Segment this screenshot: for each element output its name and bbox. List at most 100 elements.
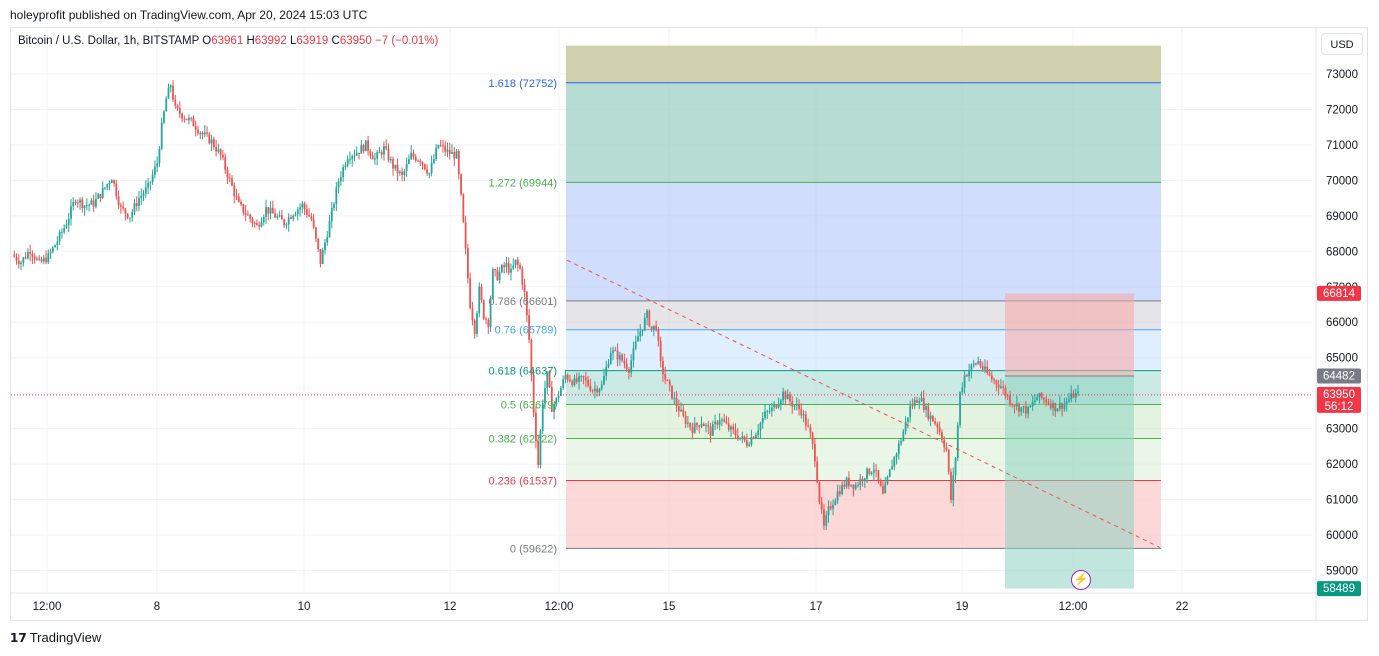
candle-body (578, 376, 580, 382)
candle-body (478, 286, 481, 314)
candle-body (330, 208, 333, 222)
high-value: 63992 (254, 35, 287, 47)
candle-body (326, 237, 329, 243)
candle-body (444, 145, 447, 152)
candle-body (852, 484, 855, 489)
candle-body (101, 187, 104, 198)
candle-body (1045, 399, 1048, 403)
candle-body (745, 440, 748, 446)
candle-body (521, 268, 524, 285)
candle-body (1009, 395, 1011, 405)
candle-body (494, 269, 497, 271)
candle-body (641, 329, 644, 332)
candle-body (623, 360, 626, 364)
candle-body (972, 363, 975, 365)
candle-body (246, 214, 249, 216)
candle-body (655, 325, 658, 330)
candle-body (149, 181, 152, 183)
candle-body (818, 482, 821, 503)
candle-body (24, 257, 27, 259)
candle-body (97, 194, 100, 199)
candle-body (167, 87, 170, 99)
time-tick-label: 12 (444, 601, 457, 613)
candle-body (779, 400, 782, 405)
candle-body (1031, 402, 1034, 407)
candle-body (244, 212, 247, 215)
candle-body (628, 368, 630, 373)
candle-body (598, 389, 601, 393)
price-tick-label: 72000 (1326, 104, 1358, 116)
price-tick-label: 62000 (1326, 459, 1358, 471)
candle-body (541, 403, 544, 432)
candle-body (385, 146, 388, 149)
candle-body (342, 167, 345, 178)
candle-body (548, 371, 551, 388)
candle-body (305, 209, 308, 215)
candle-body (74, 202, 77, 204)
candle-body (228, 177, 231, 179)
candle-body (466, 248, 469, 279)
candle-body (569, 379, 571, 382)
candle-body (176, 105, 179, 109)
candle-body (92, 200, 95, 207)
tradingview-footer[interactable]: 17 TradingView (10, 630, 101, 645)
candle-body (605, 367, 608, 376)
candle-body (952, 475, 955, 501)
candle-body (786, 394, 789, 400)
candle-body (764, 411, 766, 419)
lightning-icon[interactable]: ⚡ (1071, 570, 1091, 590)
candle-body (544, 388, 546, 404)
candle-body (659, 340, 662, 362)
candle-body (789, 394, 791, 402)
candle-body (836, 491, 839, 501)
candle-body (1063, 403, 1066, 409)
candle-body (718, 420, 721, 425)
candle-body (614, 350, 617, 352)
candle-body (748, 444, 751, 446)
candle-body (206, 132, 208, 134)
price-axis-tag-text: 66814 (1323, 288, 1356, 300)
brand-name: TradingView (29, 630, 102, 645)
candle-body (1065, 401, 1068, 404)
candle-body (15, 256, 18, 261)
candle-body (446, 149, 449, 152)
price-axis-tag-text: 58489 (1323, 583, 1355, 595)
candle-body (312, 219, 315, 228)
candle-body (546, 371, 549, 389)
candle-body (705, 425, 707, 427)
candle-body (192, 118, 195, 127)
currency-button[interactable]: USD (1321, 33, 1363, 55)
candle-body (963, 375, 966, 388)
candle-body (686, 422, 689, 424)
candle-body (848, 477, 850, 486)
candle-body (115, 183, 118, 197)
candle-body (432, 159, 435, 164)
candle-body (820, 502, 823, 510)
candle-body (823, 509, 825, 526)
candle-body (262, 216, 265, 223)
candle-body (364, 140, 367, 152)
price-tick-label: 71000 (1326, 140, 1358, 152)
candle-body (253, 222, 256, 224)
candle-body (222, 154, 224, 158)
publish-bar: holeyprofit published on TradingView.com… (0, 0, 1379, 28)
candle-body (555, 397, 558, 405)
low-value: 63919 (296, 35, 329, 47)
candle-body (1038, 393, 1041, 398)
candle-body (759, 423, 762, 431)
candle-body (888, 469, 891, 477)
candle-body (265, 207, 267, 217)
candle-body (854, 485, 857, 489)
candle-body (260, 222, 263, 227)
candle-body (172, 85, 174, 100)
candle-body (235, 196, 238, 198)
candle-body (564, 375, 567, 380)
candle-body (383, 146, 385, 155)
candle-body (938, 427, 941, 433)
candle-body (668, 381, 671, 386)
candle-body (723, 419, 726, 422)
candle-body (959, 392, 961, 426)
candle-body (410, 152, 413, 160)
candle-body (1018, 403, 1020, 412)
